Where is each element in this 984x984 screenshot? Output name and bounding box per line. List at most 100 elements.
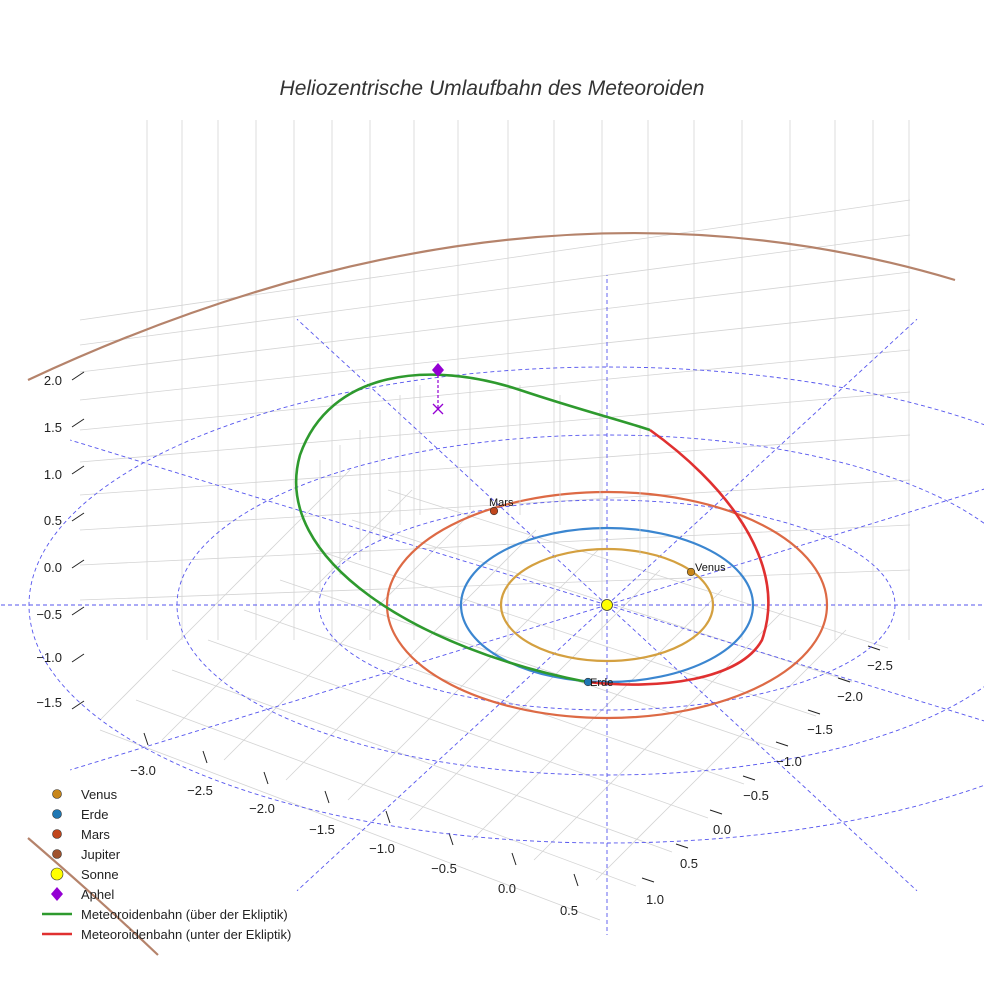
y-tick-label: −1.5 <box>807 722 833 737</box>
z-tick-label: 0.0 <box>44 560 62 575</box>
sonne-marker <box>601 599 613 611</box>
grid-line <box>161 489 413 741</box>
legend-marker-mars <box>52 829 62 839</box>
grid-line <box>79 434 911 496</box>
reference-spoke <box>606 604 984 722</box>
z-tick-label: 1.0 <box>44 467 62 482</box>
legend-marker-erde <box>52 809 62 819</box>
z-axis-ticks: 2.0 1.5 1.0 0.5 0.0 −0.5 −1.0 −1.5 <box>36 373 62 710</box>
y-tick-mark <box>807 709 821 715</box>
y-tick-mark <box>775 741 789 747</box>
x-tick-mark <box>324 790 330 804</box>
y-tick-label: −1.0 <box>776 754 802 769</box>
legend-marker-aphel <box>51 887 63 901</box>
y-axis-ticks: −2.5 −2.0 −1.5 −1.0 −0.5 0.0 0.5 1.0 <box>646 658 893 907</box>
reference-spoke <box>69 604 608 771</box>
z-tick-mark <box>71 700 85 710</box>
reference-spoke <box>69 439 608 606</box>
venus-label: Venus <box>695 562 726 574</box>
x-tick-label: −1.0 <box>369 841 395 856</box>
y-tick-mark <box>837 677 851 683</box>
x-tick-label: −3.0 <box>130 763 156 778</box>
ecliptic-reference-lines <box>0 275 984 935</box>
axes-grid <box>71 120 911 921</box>
legend-label: Jupiter <box>81 847 121 862</box>
jupiter-orbit <box>27 837 159 956</box>
x-tick-label: 0.5 <box>560 903 578 918</box>
z-tick-mark <box>71 512 85 522</box>
legend-label: Venus <box>81 787 118 802</box>
markers <box>432 363 696 687</box>
venus-orbit <box>499 547 715 663</box>
z-tick-label: −1.5 <box>36 695 62 710</box>
planet-labels: Mars Venus Erde <box>489 497 726 689</box>
chart-title: Heliozentrische Umlaufbahn des Meteoroid… <box>280 77 705 100</box>
erde-orbit <box>459 526 755 684</box>
reference-spoke <box>606 604 918 892</box>
x-tick-label: −2.0 <box>249 801 275 816</box>
z-tick-label: −0.5 <box>36 607 62 622</box>
planet-orbits <box>27 232 956 956</box>
erde-marker <box>583 677 593 687</box>
grid-line <box>243 609 745 785</box>
grid-line <box>135 699 637 887</box>
legend: Venus Erde Mars Jupiter Sonne Aphel Mete… <box>42 787 291 942</box>
aphel-projection-marker <box>432 403 444 415</box>
x-tick-mark <box>143 732 149 746</box>
grid-line <box>387 489 889 649</box>
grid-line <box>79 479 911 531</box>
y-tick-label: 1.0 <box>646 892 664 907</box>
x-tick-mark <box>263 771 269 785</box>
grid-line <box>279 579 781 751</box>
grid-line <box>171 669 673 853</box>
z-tick-mark <box>71 559 85 569</box>
y-tick-label: −2.5 <box>867 658 893 673</box>
z-tick-mark <box>71 465 85 475</box>
grid-line <box>79 349 911 431</box>
y-tick-mark <box>709 809 723 815</box>
mars-label: Mars <box>489 497 514 509</box>
y-tick-mark <box>675 843 689 849</box>
legend-label: Erde <box>81 807 108 822</box>
z-tick-mark <box>71 418 85 428</box>
z-tick-label: 1.5 <box>44 420 62 435</box>
y-tick-mark <box>742 775 756 781</box>
x-tick-mark <box>448 832 454 846</box>
x-tick-label: −1.5 <box>309 822 335 837</box>
x-tick-label: −0.5 <box>431 861 457 876</box>
grid-line <box>79 199 911 321</box>
grid-line <box>79 234 911 346</box>
x-axis-ticks: −3.0 −2.5 −2.0 −1.5 −1.0 −0.5 0.0 0.5 <box>130 763 578 918</box>
y-tick-label: 0.0 <box>713 822 731 837</box>
legend-marker-sonne <box>50 867 64 881</box>
reference-spoke <box>606 488 984 606</box>
reference-spoke <box>606 318 918 606</box>
legend-label: Aphel <box>81 887 114 902</box>
z-tick-label: −1.0 <box>36 650 62 665</box>
x-tick-mark <box>573 873 579 887</box>
y-tick-label: −2.0 <box>837 689 863 704</box>
x-tick-mark <box>511 852 517 866</box>
legend-marker-venus <box>52 789 62 799</box>
z-tick-mark <box>71 606 85 616</box>
reference-spoke <box>296 318 608 606</box>
jupiter-orbit <box>27 232 956 381</box>
erde-label: Erde <box>590 677 613 689</box>
z-tick-mark <box>71 653 85 663</box>
grid-line <box>79 524 911 566</box>
grid-line <box>207 639 709 819</box>
reference-spoke <box>296 604 608 892</box>
grid-line <box>79 271 911 373</box>
y-tick-label: 0.5 <box>680 856 698 871</box>
grid-line <box>533 609 785 861</box>
legend-label: Meteoroidenbahn (über der Ekliptik) <box>81 907 288 922</box>
z-tick-label: 0.5 <box>44 513 62 528</box>
y-tick-label: −0.5 <box>743 788 769 803</box>
mars-marker <box>489 506 499 516</box>
mars-orbit <box>385 490 829 720</box>
grid-line <box>79 309 911 401</box>
z-tick-mark <box>71 371 85 381</box>
meteoroid-orbit-above <box>294 373 651 684</box>
grid-line <box>99 729 601 921</box>
